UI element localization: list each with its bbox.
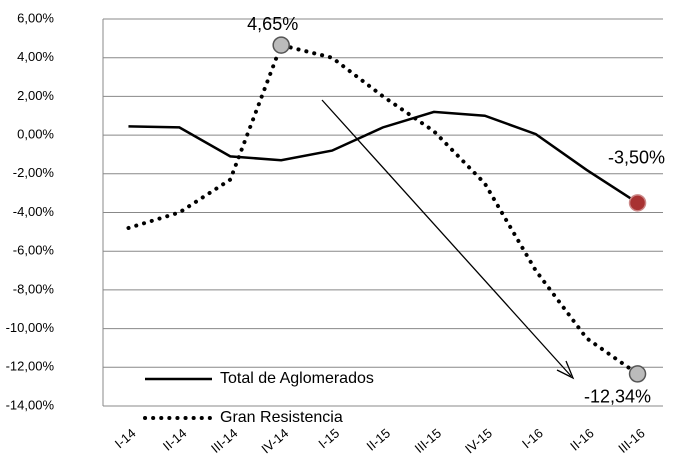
x-tick-label: III-16 xyxy=(615,425,647,456)
series-line xyxy=(126,42,640,376)
y-tick-label: 4,00% xyxy=(17,49,54,64)
x-tick-label: I-15 xyxy=(315,425,342,451)
y-tick-label: 6,00% xyxy=(17,10,54,25)
x-tick-label: IV-14 xyxy=(258,425,291,456)
x-tick-label: II-14 xyxy=(160,425,190,453)
x-tick-label: III-14 xyxy=(208,425,240,456)
point-marker xyxy=(628,365,647,383)
point-marker xyxy=(628,194,647,212)
x-tick-label: IV-15 xyxy=(462,425,495,456)
x-tick-label: II-15 xyxy=(364,425,394,453)
y-tick-label: -6,00% xyxy=(13,243,55,258)
arrow-head xyxy=(556,360,575,380)
y-tick-label: 2,00% xyxy=(17,88,54,103)
data-label: -3,50% xyxy=(608,148,665,168)
y-tick-label: -2,00% xyxy=(13,165,55,180)
y-tick-label: -10,00% xyxy=(6,320,55,335)
data-label: -12,34% xyxy=(584,387,651,407)
y-tick-label: -8,00% xyxy=(13,281,55,296)
x-tick-label: I-14 xyxy=(112,425,139,451)
legend-label: Total de Aglomerados xyxy=(220,370,374,387)
y-tick-label: -4,00% xyxy=(13,204,55,219)
x-tick-label: I-16 xyxy=(519,425,546,451)
x-tick-label: III-15 xyxy=(412,425,444,456)
point-marker xyxy=(272,36,290,54)
y-tick-label: 0,00% xyxy=(17,127,54,142)
y-tick-label: -12,00% xyxy=(6,359,55,374)
legend-label: Gran Resistencia xyxy=(220,409,343,426)
trend-arrow xyxy=(321,99,572,377)
data-label: 4,65% xyxy=(247,14,298,34)
y-tick-label: -14,00% xyxy=(6,397,55,412)
x-tick-label: II-16 xyxy=(567,425,597,453)
series-line xyxy=(128,110,639,204)
plot: -14,00% -12,00% -10,00% -8,00% -6,00% -4,00% -… xyxy=(6,10,665,456)
